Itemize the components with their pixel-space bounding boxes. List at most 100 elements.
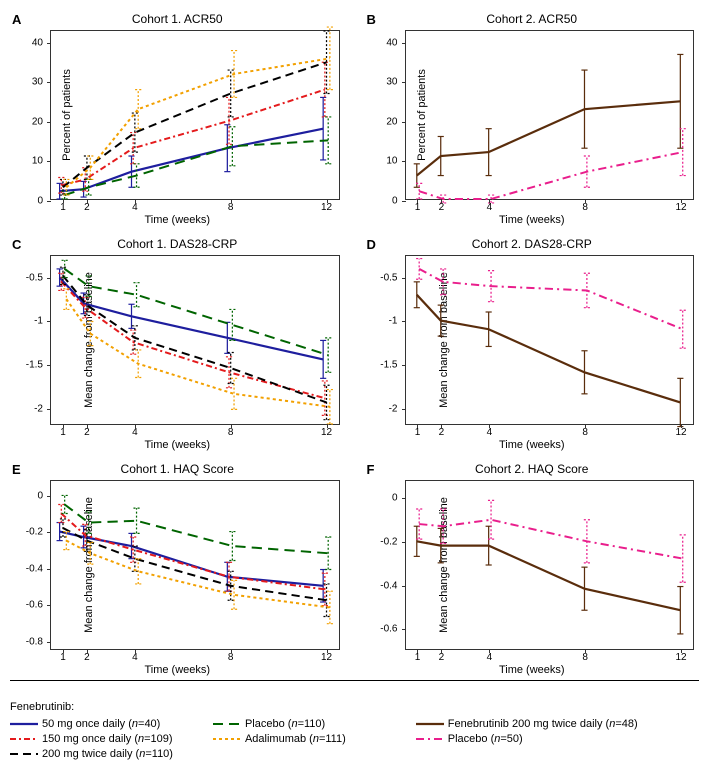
x-tick: 2 [84,202,90,213]
y-tick: -0.4 [380,580,397,591]
y-tick: -1.5 [26,359,43,370]
plot-area: Percent of patients [405,30,695,200]
panel-E: E Cohort 1. HAQ Score Mean change from b… [10,460,345,670]
x-tick: 8 [582,202,588,213]
x-tick: 12 [321,652,332,663]
series-line-placebo [65,269,329,355]
x-tick: 1 [415,202,421,213]
x-tick: 2 [84,652,90,663]
x-tick: 12 [675,202,686,213]
y-tick: -1 [389,316,398,327]
panel-title: Cohort 1. HAQ Score [10,462,345,476]
x-tick: 2 [84,427,90,438]
x-tick: 12 [675,427,686,438]
panel-F: F Cohort 2. HAQ Score Mean change from b… [365,460,700,670]
legend-label: 200 mg twice daily (n=110) [42,748,173,760]
legend-label: 150 mg once daily (n=109) [42,733,173,745]
error-bar [63,289,69,310]
x-axis-label: Time (weeks) [10,664,345,676]
series-line-s200 [63,528,327,600]
x-axis-label: Time (weeks) [10,214,345,226]
error-bar [679,310,685,348]
y-tick: 0 [37,490,43,501]
legend-col-3: Fenebrutinib 200 mg twice daily (n=48) P… [416,701,638,760]
x-tick: 4 [132,652,138,663]
error-bar [133,283,139,307]
y-tick: -1 [34,316,43,327]
y-tick: 30 [386,77,397,88]
y-tick: 0 [392,196,398,207]
error-bar [87,321,93,345]
y-tick: 10 [32,156,43,167]
error-bar [133,508,139,533]
x-tick: 1 [415,652,421,663]
series-line-adalimumab [66,58,330,187]
panel-label: A [12,12,21,27]
legend-label: Placebo (n=50) [448,733,523,745]
error-bar [413,282,419,308]
y-tick: -0.5 [380,272,397,283]
panel-title: Cohort 2. ACR50 [365,12,700,26]
x-axis-label: Time (weeks) [365,664,700,676]
legend-item-fene200c2: Fenebrutinib 200 mg twice daily (n=48) [416,718,638,730]
panel-B: B Cohort 2. ACR50 Percent of patients [365,10,700,220]
y-tick: 10 [386,156,397,167]
legend-label: 50 mg once daily (n=40) [42,718,160,730]
panel-label: F [367,462,375,477]
series-line-placebo_c2 [419,520,683,559]
x-tick: 8 [228,202,234,213]
y-tick: -2 [34,403,43,414]
series-line-placebo_c2 [419,152,683,199]
series-line-fene200c2 [416,101,680,175]
panel-label: D [367,237,376,252]
error-bar [229,532,235,561]
x-tick: 1 [415,427,421,438]
panel-title: Cohort 2. HAQ Score [365,462,700,476]
legend-item-200: 200 mg twice daily (n=110) [10,748,173,760]
x-tick: 12 [321,202,332,213]
panel-label: E [12,462,21,477]
series-line-s150 [61,514,325,590]
y-tick: 30 [32,77,43,88]
y-tick: -0.2 [380,537,397,548]
x-tick: 1 [60,652,66,663]
y-tick: -0.6 [380,624,397,635]
x-tick: 8 [228,427,234,438]
legend-item-50: 50 mg once daily (n=40) [10,718,173,730]
x-tick: 2 [439,427,445,438]
x-tick: 4 [487,652,493,663]
legend-header: Fenebrutinib: [10,701,173,713]
legend-col-1: Fenebrutinib: 50 mg once daily (n=40) 15… [10,701,173,760]
legend: Fenebrutinib: 50 mg once daily (n=40) 15… [10,701,699,760]
panel-title: Cohort 1. DAS28-CRP [10,237,345,251]
series-line-fene200c2 [416,295,680,403]
error-bar [440,269,446,295]
x-tick: 4 [487,202,493,213]
y-tick: 20 [32,116,43,127]
x-tick: 8 [582,427,588,438]
series-line-placebo [65,504,329,553]
plot-area: Mean change from baseline [50,480,340,650]
x-tick: 2 [439,202,445,213]
panel-title: Cohort 1. ACR50 [10,12,345,26]
legend-label: Placebo (n=110) [245,718,325,730]
series-line-placebo_c2 [419,269,683,329]
panel-label: C [12,237,21,252]
y-tick: 40 [386,37,397,48]
y-tick: -0.4 [26,563,43,574]
plot-area: Percent of patients [50,30,340,200]
legend-item-placebo-c2: Placebo (n=50) [416,733,638,745]
legend-item-placebo: Placebo (n=110) [213,718,346,730]
x-axis-label: Time (weeks) [10,439,345,451]
y-tick: -0.8 [26,636,43,647]
panel-D: D Cohort 2. DAS28-CRP Mean change from b… [365,235,700,445]
x-tick: 1 [60,202,66,213]
y-tick: -0.5 [26,272,43,283]
plot-area: Mean change from baseline [50,255,340,425]
plot-area: Mean change from baseline [405,255,695,425]
x-axis-label: Time (weeks) [365,214,700,226]
legend-col-2: Placebo (n=110) Adalimumab (n=111) [213,701,346,760]
x-tick: 4 [132,427,138,438]
panel-label: B [367,12,376,27]
panel-A: A Cohort 1. ACR50 Percent of patients [10,10,345,220]
